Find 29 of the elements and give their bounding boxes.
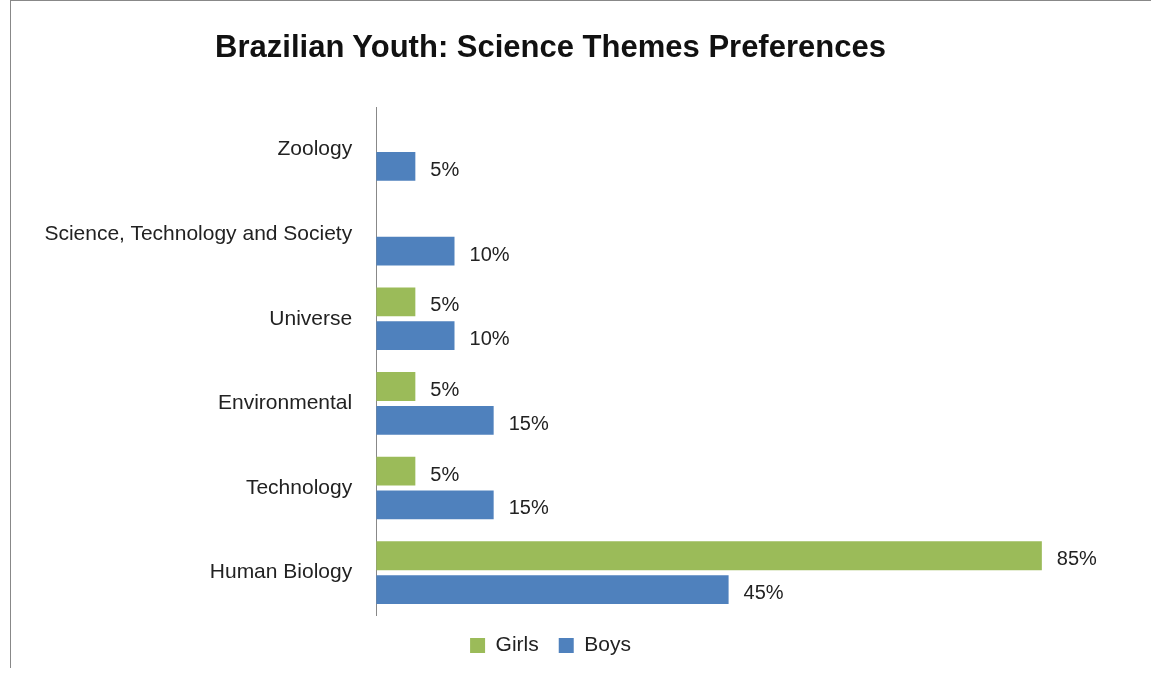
bar — [376, 490, 494, 520]
legend-label: Girls — [495, 632, 539, 656]
y-tick-label: Science, Technology and Society — [44, 220, 353, 244]
bar — [376, 575, 729, 604]
data-label: 5% — [430, 293, 460, 316]
data-label: 85% — [1056, 547, 1098, 570]
y-tick-label: Universe — [269, 305, 353, 329]
data-label: 45% — [743, 581, 784, 604]
bar — [376, 372, 416, 401]
data-label: 15% — [508, 496, 549, 519]
y-tick-label: Zoology — [277, 136, 353, 160]
chart-title: Brazilian Youth: Science Themes Preferences — [215, 29, 886, 65]
data-label: 10% — [469, 327, 510, 350]
data-label: 5% — [430, 462, 460, 485]
y-tick-label: Environmental — [217, 390, 353, 414]
y-tick-label: Human Biology — [209, 559, 353, 583]
bar — [376, 405, 494, 435]
bar — [376, 287, 416, 317]
bar — [376, 236, 455, 266]
data-label: 15% — [508, 411, 549, 434]
data-label: 5% — [430, 157, 460, 180]
bar — [376, 541, 1042, 571]
legend-label: Boys — [584, 632, 631, 656]
bar — [376, 321, 455, 351]
data-label: 10% — [469, 242, 510, 265]
data-label: 5% — [430, 378, 460, 401]
bar — [376, 456, 416, 486]
bar — [376, 152, 416, 181]
y-tick-label: Technology — [245, 474, 353, 498]
